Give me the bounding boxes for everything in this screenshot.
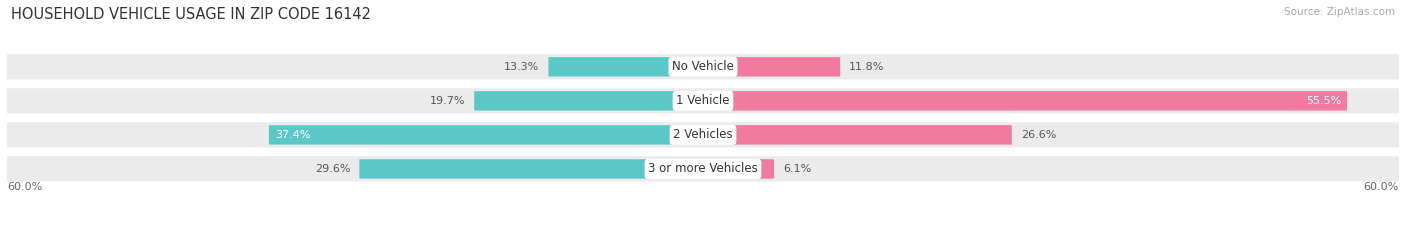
FancyBboxPatch shape [7, 156, 1399, 182]
FancyBboxPatch shape [548, 57, 703, 76]
Text: No Vehicle: No Vehicle [672, 60, 734, 73]
FancyBboxPatch shape [7, 88, 1399, 113]
Text: 11.8%: 11.8% [849, 62, 884, 72]
FancyBboxPatch shape [360, 159, 703, 179]
Text: 60.0%: 60.0% [7, 182, 42, 192]
FancyBboxPatch shape [703, 57, 841, 76]
Text: HOUSEHOLD VEHICLE USAGE IN ZIP CODE 16142: HOUSEHOLD VEHICLE USAGE IN ZIP CODE 1614… [11, 7, 371, 22]
Text: 29.6%: 29.6% [315, 164, 350, 174]
Text: 1 Vehicle: 1 Vehicle [676, 94, 730, 107]
FancyBboxPatch shape [703, 91, 1347, 110]
Text: Source: ZipAtlas.com: Source: ZipAtlas.com [1284, 7, 1395, 17]
FancyBboxPatch shape [7, 54, 1399, 79]
FancyBboxPatch shape [269, 125, 703, 145]
Text: 26.6%: 26.6% [1021, 130, 1056, 140]
FancyBboxPatch shape [703, 125, 1012, 145]
Text: 2 Vehicles: 2 Vehicles [673, 128, 733, 141]
Text: 3 or more Vehicles: 3 or more Vehicles [648, 162, 758, 175]
Text: 60.0%: 60.0% [1364, 182, 1399, 192]
FancyBboxPatch shape [703, 159, 775, 179]
FancyBboxPatch shape [7, 122, 1399, 147]
Text: 55.5%: 55.5% [1306, 96, 1341, 106]
Text: 6.1%: 6.1% [783, 164, 811, 174]
FancyBboxPatch shape [474, 91, 703, 110]
Text: 37.4%: 37.4% [276, 130, 311, 140]
Text: 19.7%: 19.7% [430, 96, 465, 106]
Text: 13.3%: 13.3% [505, 62, 540, 72]
